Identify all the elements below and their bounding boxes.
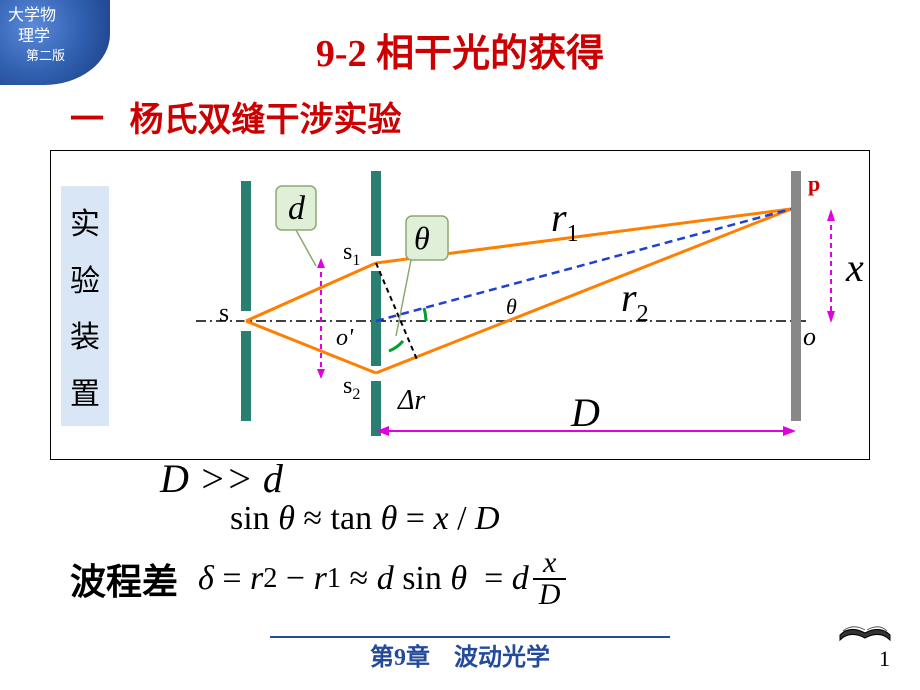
equation-path-diff: 波程差 δ = r2 − r1 ≈ d sin θ = d x D (70, 548, 570, 610)
condition-D-gg-d: D >> d (160, 455, 283, 502)
equation-sin-tan: sin θ ≈ tan θ = x / D (230, 500, 500, 538)
s2-label: s2 (343, 373, 360, 403)
D-label: D (570, 390, 600, 435)
x-label: x (845, 245, 864, 290)
subsection-text: 杨氏双缝干涉实验 (130, 102, 402, 139)
r2-label: r2 (621, 275, 649, 327)
section-title: 9-2 相干光的获得 (0, 22, 920, 77)
path-diff-label: 波程差 (70, 553, 178, 605)
r1-label: r1 (551, 195, 579, 247)
p-label: p (808, 171, 820, 196)
footer-chapter: 第9章 波动光学 (0, 637, 920, 672)
s-label: s (219, 298, 229, 327)
theta-label: θ (414, 220, 430, 256)
page-number: 1 (879, 646, 890, 672)
diagram-vertical-label: 实 验 装 置 (61, 186, 109, 426)
book-icon (835, 605, 895, 645)
deltar-label: Δr (397, 385, 425, 416)
o-label: o (803, 322, 816, 351)
subsection-num: 一 (70, 102, 104, 139)
path-diff-formula: δ = r2 − r1 ≈ d sin θ = d x D (198, 548, 570, 610)
experiment-diagram: θ d θ s s1 s2 o' o p r1 r2 x D Δr (111, 151, 871, 461)
s1-label: s1 (343, 239, 360, 269)
d-label: d (288, 190, 306, 227)
subsection-title: 一 杨氏双缝干涉实验 (70, 92, 402, 141)
oprime-label: o' (336, 325, 354, 351)
theta-angle-label: θ (506, 294, 517, 319)
diagram-container: 实 验 装 置 (50, 150, 870, 460)
